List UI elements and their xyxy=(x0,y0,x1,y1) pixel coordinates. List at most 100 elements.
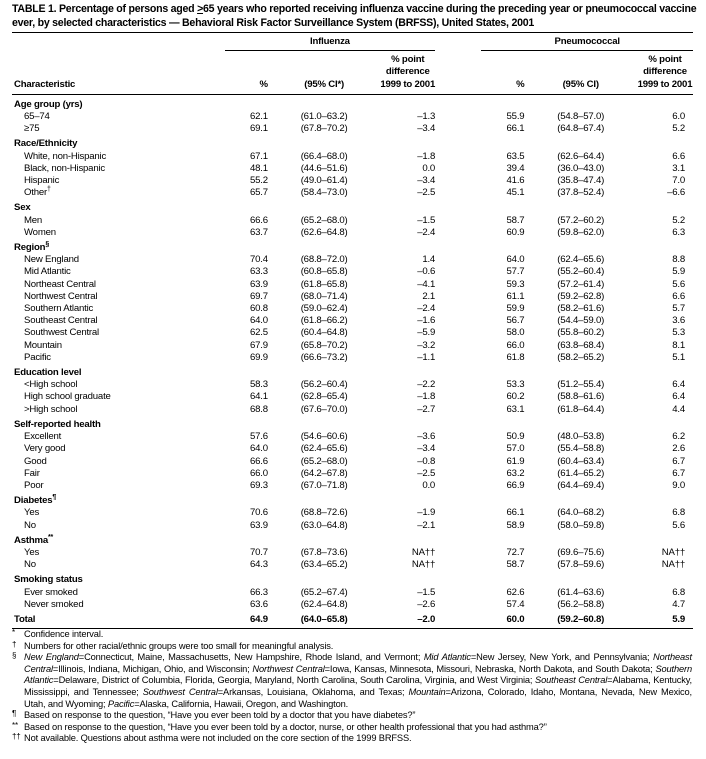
influenza-ci-cell: (59.0–62.4) xyxy=(300,303,348,315)
pneumo-ci-cell: (58.0–59.8) xyxy=(557,519,605,531)
pneumo-pct-cell: 55.9 xyxy=(506,111,525,123)
influenza-ci-cell: (68.8–72.0) xyxy=(300,254,348,266)
footnote-mark: * xyxy=(12,628,15,637)
pneumo-diff-cell: 6.8 xyxy=(672,586,685,598)
pneumo-diff-cell: 4.4 xyxy=(672,403,685,415)
pneumo-pct-cell: 66.0 xyxy=(506,339,525,351)
influenza-diff-cell: 1.4 xyxy=(422,254,436,266)
footnote-text: Based on response to the question, “Have… xyxy=(24,710,416,721)
pneumo-diff-cell: 5.1 xyxy=(672,351,685,363)
table-row: Fair 66.0 (64.2–67.8) –2.5 63.2 (61.4–65.2) 6.… xyxy=(12,468,693,480)
influenza-ci-header: (95% CI*) xyxy=(304,78,345,90)
pneumo-diff-cell: 6.6 xyxy=(672,290,685,302)
footnote-text: =Delaware, District of Columbia, Florida… xyxy=(53,675,536,686)
influenza-diff-cell: –3.4 xyxy=(417,175,436,187)
pneumo-ci-cell: (69.6–75.6) xyxy=(557,546,605,558)
row-label: No xyxy=(24,559,36,571)
group-header-row: Education level xyxy=(12,364,693,379)
table-row: Never smoked 63.6 (62.4–64.8) –2.6 57.4 (56.2… xyxy=(12,599,693,611)
data-table: Influenza Pneumococcal Characteristic % … xyxy=(12,36,693,626)
influenza-ci-cell: (61.8–66.2) xyxy=(300,315,348,327)
influenza-pct-cell: 70.6 xyxy=(249,507,268,519)
pneumo-pct-cell: 58.0 xyxy=(506,327,525,339)
row-label: Pacific xyxy=(24,351,51,363)
influenza-pct-header: % xyxy=(259,78,269,90)
pneumo-pct-cell: 66.9 xyxy=(506,479,525,491)
footnote-text: Based on response to the question, “Have… xyxy=(24,721,547,732)
pneumo-diff-cell: 6.6 xyxy=(672,150,685,162)
pneumo-ci-cell: (64.4–69.4) xyxy=(557,479,605,491)
influenza-pct-cell: 63.3 xyxy=(249,266,268,278)
group-label: Race/Ethnicity xyxy=(14,138,78,150)
influenza-ci-cell: (68.0–71.4) xyxy=(300,290,348,302)
footnote-text: =Illinois, Indiana, Michigan, Ohio, and … xyxy=(52,663,253,674)
pneumo-pct-cell: 64.0 xyxy=(506,254,525,266)
pneumo-ci-cell: (54.8–57.0) xyxy=(557,111,605,123)
pneumo-ci-cell: (57.2–61.4) xyxy=(557,278,605,290)
influenza-pct-cell: 69.7 xyxy=(249,290,268,302)
footnote-mark: § xyxy=(12,651,17,661)
pneumo-ci-cell: (61.4–65.2) xyxy=(557,467,605,479)
pneumo-ci-cell: (61.4–63.6) xyxy=(557,586,605,598)
group-header-row: Region§ xyxy=(14,240,50,254)
footnote-text: Pacific xyxy=(107,698,135,709)
row-label: Hispanic xyxy=(24,175,60,187)
pneumo-pct-cell: 58.9 xyxy=(506,519,525,531)
table-row: Pacific 69.9 (66.6–73.2) –1.1 61.8 (58.2–65.2… xyxy=(12,352,693,364)
row-label: 65–74 xyxy=(24,111,50,123)
pneumo-pct-cell: 57.4 xyxy=(506,598,525,610)
row-label: Southwest Central xyxy=(24,327,99,339)
top-rule xyxy=(12,32,693,33)
footnote-text: Mountain xyxy=(408,686,446,697)
influenza-ci-cell: (44.6–51.6) xyxy=(300,162,348,174)
influenza-pct-cell: 58.3 xyxy=(249,379,268,391)
group-header-row: Smoking status xyxy=(12,571,693,586)
pneumo-ci-cell: (57.2–60.2) xyxy=(557,214,605,226)
influenza-ci-cell: (63.4–65.2) xyxy=(300,559,348,571)
influenza-ci-cell: (63.0–64.8) xyxy=(300,519,348,531)
group-label: Smoking status xyxy=(14,574,83,586)
table-row: ≥75 69.1 (67.8–70.2) –3.4 66.1 (64.8–67.4) 5.2 xyxy=(12,123,693,135)
influenza-ci-cell: (62.8–65.4) xyxy=(300,391,348,403)
bottom-rule xyxy=(12,628,693,629)
group-label: Self-reported health xyxy=(14,418,101,430)
footnote-text: Southern Atlantic xyxy=(24,663,692,686)
pneumo-pct-cell: 50.9 xyxy=(506,431,525,443)
influenza-ci-cell: (62.4–65.6) xyxy=(300,443,348,455)
table-row: Southeast Central 64.0 (61.8–66.2) –1.6 56.7… xyxy=(12,315,693,327)
influenza-diff-cell: –0.6 xyxy=(417,266,436,278)
pneumo-ci-cell: (55.4–58.8) xyxy=(557,443,605,455)
influenza-pct-cell: 69.1 xyxy=(249,123,268,135)
influenza-ci-cell: (67.8–70.2) xyxy=(300,123,348,135)
pneumo-ci-cell: (58.2–61.6) xyxy=(557,303,605,315)
table-row: Southern Atlantic 60.8 (59.0–62.4) –2.4 59.9… xyxy=(12,303,693,315)
table-row: Yes 70.7 (67.8–73.6) NA†† 72.7 (69.6–75.6) NA†… xyxy=(12,547,693,559)
influenza-diff-cell: –1.8 xyxy=(417,150,436,162)
influenza-diff-cell: –5.9 xyxy=(417,327,436,339)
influenza-ci-cell: (60.4–64.8) xyxy=(300,327,348,339)
influenza-ci-cell: (49.0–61.4) xyxy=(300,175,348,187)
row-label: Southern Atlantic xyxy=(24,303,94,315)
pneumo-diff-cell: 5.2 xyxy=(672,214,685,226)
influenza-diff-cell: –2.4 xyxy=(417,226,436,238)
pneumo-pct-cell: 56.7 xyxy=(506,315,525,327)
pneumo-ci-cell: (56.2–58.8) xyxy=(557,598,605,610)
pneumo-ci-cell: (59.8–62.0) xyxy=(557,226,605,238)
influenza-pct-cell: 55.2 xyxy=(249,175,268,187)
total-row: Total 64.9 (64.0–65.8) –2.0 60.0 (59.2–60.8) 5… xyxy=(12,611,693,626)
influenza-ci-cell: (65.2–67.4) xyxy=(300,586,348,598)
pneumo-diff-header: % point difference 1999 to 2001 xyxy=(637,54,693,90)
footnote-text: New England xyxy=(24,652,79,663)
table-row: 65–74 62.1 (61.0–63.2) –1.3 55.9 (54.8–57.0) 6… xyxy=(12,111,693,123)
footnote-text: Not available. Questions about asthma we… xyxy=(24,733,412,744)
influenza-diff-cell: –2.1 xyxy=(417,519,436,531)
total-label: Total xyxy=(14,613,36,625)
pneumo-ci-cell: (58.2–65.2) xyxy=(557,351,605,363)
table-row: Northwest Central 69.7 (68.0–71.4) 2.1 61.1 (… xyxy=(12,291,693,303)
pneumo-pct-cell: 58.7 xyxy=(506,214,525,226)
influenza-ci-cell: (61.0–63.2) xyxy=(300,111,348,123)
table-row: Very good 64.0 (62.4–65.6) –3.4 57.0 (55.4–58… xyxy=(12,443,693,455)
pneumo-pct-cell: 66.1 xyxy=(506,123,525,135)
influenza-pct-cell: 63.6 xyxy=(249,598,268,610)
table-row: No 63.9 (63.0–64.8) –2.1 58.9 (58.0–59.8) 5.6 xyxy=(12,520,693,532)
